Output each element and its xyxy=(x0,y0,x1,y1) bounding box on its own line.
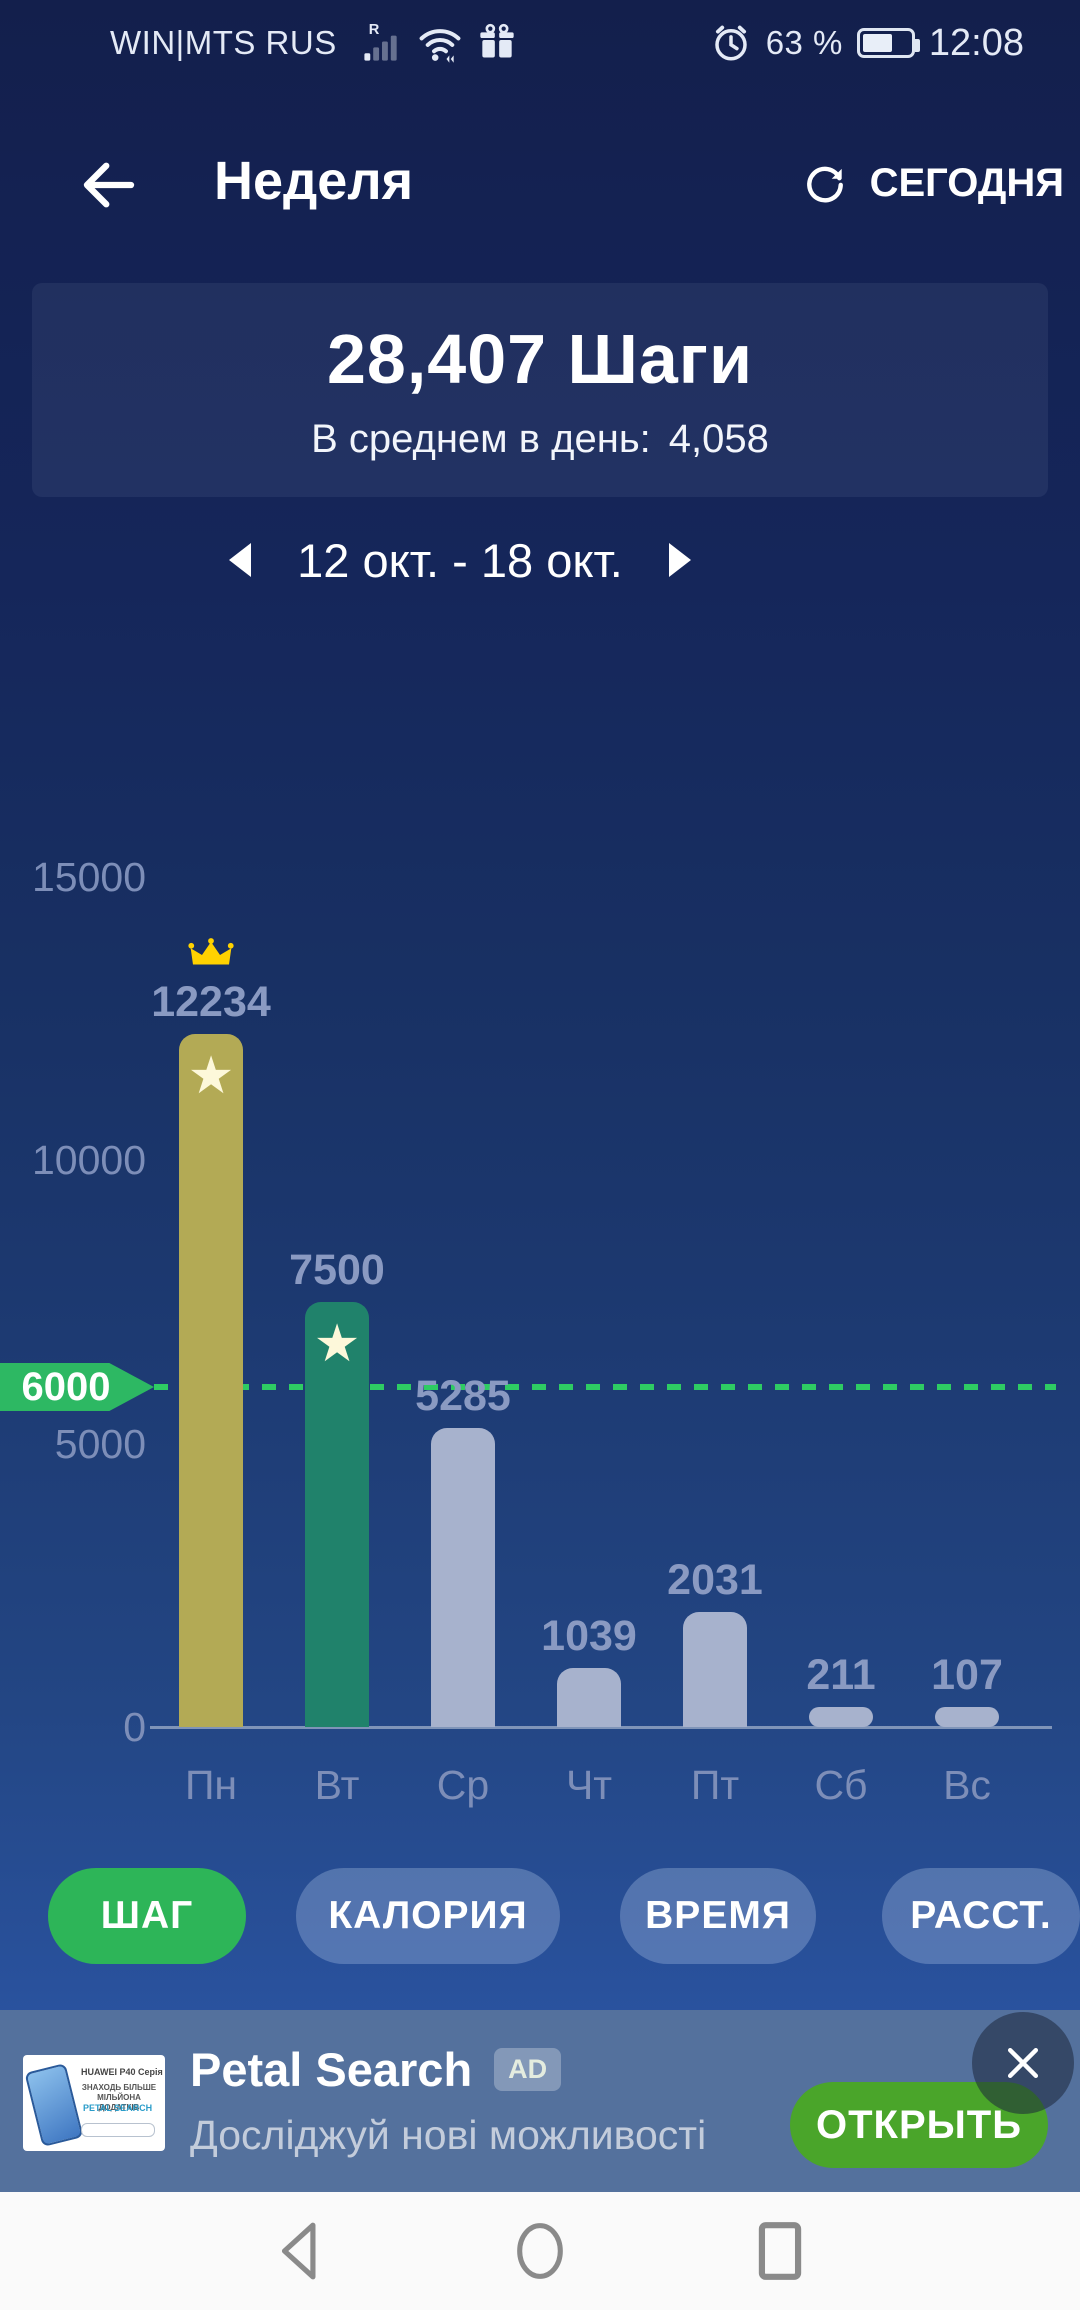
average-label: В среднем в день: xyxy=(311,416,651,461)
day-label-Пт: Пт xyxy=(690,1762,740,1808)
ad-subtitle: Досліджуй нові можливості xyxy=(190,2112,707,2158)
day-label-Чт: Чт xyxy=(565,1762,613,1808)
bar-Сб[interactable] xyxy=(809,1707,873,1727)
battery-icon xyxy=(856,28,920,58)
alarm-icon xyxy=(710,22,752,64)
bar-Пн[interactable] xyxy=(179,1034,243,1727)
goal-star-icon: ★ xyxy=(313,1315,361,1373)
summary-card: 28,407 Шаги В среднем в день: 4,058 xyxy=(32,283,1048,497)
bar-Вт[interactable] xyxy=(305,1302,369,1727)
bar-value-label: 1039 xyxy=(541,1612,637,1660)
bar-value-label: 12234 xyxy=(151,978,271,1026)
average-value: 4,058 xyxy=(668,416,769,461)
goal-dashed-line xyxy=(154,1384,1056,1390)
ad-thumb-brand: HUAWEI P40 Серія xyxy=(81,2067,163,2077)
tab-шаг[interactable]: ШАГ xyxy=(48,1868,246,1964)
bar-value-label: 107 xyxy=(931,1651,1003,1699)
ad-thumb-logo: PETAL SEARCH xyxy=(83,2103,153,2113)
gift-icon xyxy=(477,23,517,63)
tab-расст[interactable]: РАССТ. xyxy=(882,1868,1080,1964)
daily-average: В среднем в день: 4,058 xyxy=(311,417,769,462)
date-range-label: 12 окт. - 18 окт. xyxy=(297,533,623,587)
bar-value-label: 7500 xyxy=(289,1246,385,1294)
next-week-arrow[interactable] xyxy=(668,543,691,577)
day-label-Вт: Вт xyxy=(314,1762,360,1808)
tab-калория[interactable]: КАЛОРИЯ xyxy=(296,1868,560,1964)
page-title: Неделя xyxy=(214,151,414,211)
carrier-label: WIN|MTS RUS xyxy=(110,24,337,61)
roaming-signal-icon: R xyxy=(361,21,403,65)
close-icon xyxy=(1007,2047,1039,2079)
ad-title: Petal Search xyxy=(190,2043,473,2096)
ad-thumb-tagline: ЗНАХОДЬ БІЛЬШЕ МІЛЬЙОНА ДОДАТКІВ xyxy=(81,2083,157,2112)
tab-время[interactable]: ВРЕМЯ xyxy=(620,1868,816,1964)
status-bar: WIN|MTS RUS R xyxy=(0,0,1080,86)
bar-value-label: 2031 xyxy=(667,1556,763,1604)
day-label-Сб: Сб xyxy=(814,1762,868,1808)
date-selector: 12 окт. - 18 окт. xyxy=(140,528,780,592)
ad-thumb-searchbar xyxy=(81,2123,155,2137)
back-button[interactable] xyxy=(76,152,142,218)
nav-recents-button[interactable] xyxy=(748,2219,812,2283)
svg-text:R: R xyxy=(369,22,380,38)
day-label-Вс: Вс xyxy=(943,1762,991,1808)
day-label-Пн: Пн xyxy=(184,1762,238,1808)
goal-star-icon: ★ xyxy=(187,1047,235,1105)
bar-Пт[interactable] xyxy=(683,1612,747,1727)
total-steps: 28,407 Шаги xyxy=(326,319,753,398)
x-axis-line xyxy=(150,1726,1052,1729)
ad-thumb-phone-image xyxy=(24,2063,84,2147)
bar-Вс[interactable] xyxy=(935,1707,999,1727)
ad-close-button[interactable] xyxy=(972,2012,1074,2114)
day-label-Ср: Ср xyxy=(436,1762,490,1808)
wifi-icon xyxy=(417,23,463,63)
ad-thumbnail[interactable]: HUAWEI P40 Серія ЗНАХОДЬ БІЛЬШЕ МІЛЬЙОНА… xyxy=(23,2055,165,2151)
goal-badge: 6000 xyxy=(0,1363,154,1411)
nav-home-button[interactable] xyxy=(508,2219,572,2283)
previous-week-arrow[interactable] xyxy=(229,543,252,577)
bar-Ср[interactable] xyxy=(431,1428,495,1727)
y-axis-tick: 10000 xyxy=(31,1137,146,1184)
ad-badge: AD xyxy=(494,2048,562,2091)
y-axis-tick: 0 xyxy=(123,1704,146,1750)
clock-label: 12:08 xyxy=(928,21,1024,64)
nav-back-button[interactable] xyxy=(268,2219,332,2283)
today-label: СЕГОДНЯ xyxy=(869,160,1064,205)
bar-Чт[interactable] xyxy=(557,1668,621,1727)
y-axis-tick: 5000 xyxy=(54,1420,146,1467)
battery-percent-label: 63 % xyxy=(765,24,843,61)
android-nav-bar xyxy=(0,2192,1080,2310)
y-axis-tick: 15000 xyxy=(31,854,146,900)
crown-icon xyxy=(188,936,234,972)
refresh-icon xyxy=(802,160,848,206)
bar-value-label: 5285 xyxy=(415,1372,511,1420)
bar-value-label: 211 xyxy=(806,1651,876,1699)
today-button[interactable]: СЕГОДНЯ xyxy=(802,160,1064,206)
